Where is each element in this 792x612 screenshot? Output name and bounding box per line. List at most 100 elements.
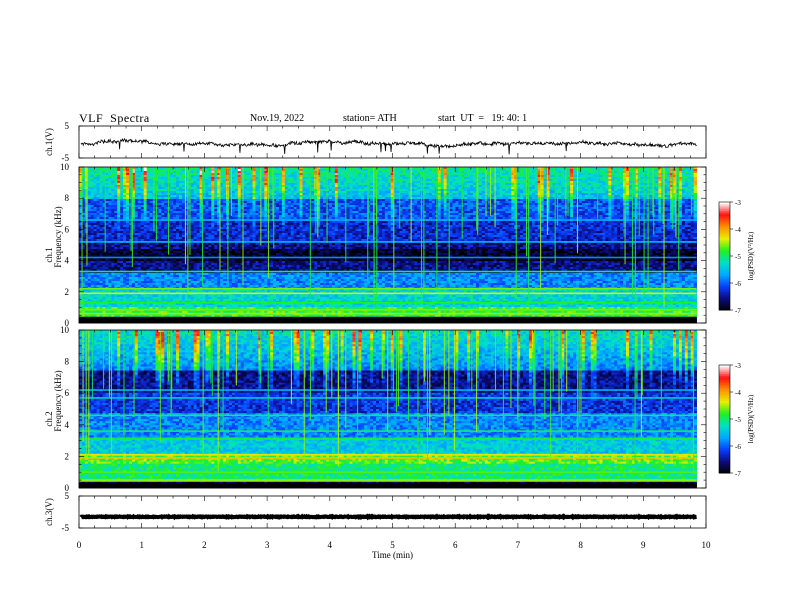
ch3-ytick-label: 5 — [65, 491, 70, 501]
spec2-ytick-label: 4 — [65, 420, 70, 430]
spec2-sferic — [503, 330, 504, 453]
spec1-sferic — [436, 167, 437, 289]
spec1-sferic — [648, 167, 649, 289]
x-tick-label: 6 — [453, 540, 458, 550]
spec2-sferic — [103, 330, 104, 389]
spec1-ytick-label: 2 — [65, 287, 70, 297]
spec2-sferic — [517, 330, 518, 419]
spec1-sferic — [477, 167, 478, 235]
spec1-sferic — [202, 167, 203, 286]
spec1-sferic — [490, 167, 491, 216]
spec2-sferic — [304, 330, 305, 462]
ch3-trace — [81, 516, 697, 517]
spec2-sferic — [566, 330, 567, 392]
spec2-sferic — [476, 330, 477, 432]
spec1-ytick-label: 10 — [60, 162, 70, 172]
spec2-colorbar-tick-label: -6 — [735, 443, 741, 451]
spec2-sferic — [417, 330, 418, 471]
spec2-sferic — [345, 330, 346, 429]
spec1-sferic — [678, 167, 679, 270]
spec2-sferic — [123, 330, 124, 443]
spec1-sferic — [528, 167, 529, 306]
spec1-sferic — [495, 167, 496, 227]
spec1-sferic — [345, 167, 346, 262]
x-tick-label: 5 — [390, 540, 395, 550]
spec2-sferic — [642, 330, 643, 395]
spec2-sferic — [160, 330, 161, 442]
spec1-emission-line — [79, 317, 697, 319]
spec2-sferic — [203, 330, 204, 464]
spec2-emission-line — [79, 457, 697, 459]
spec2-sferic — [636, 330, 637, 397]
spec2-sferic — [471, 330, 472, 391]
spec2-emission-line — [79, 479, 697, 481]
spec2-sferic — [448, 330, 449, 416]
spec2-ylabel: Frequency (kHz) — [53, 370, 63, 431]
spec1-sferic — [423, 167, 424, 295]
spec2-sferic — [331, 330, 332, 397]
spec1-sferic — [189, 167, 190, 255]
spec1-sferic — [272, 167, 273, 221]
spec1-sferic — [652, 167, 653, 216]
spec2-colorbar — [719, 365, 733, 474]
spec1-sferic — [187, 167, 188, 294]
spec1-emission-line — [79, 293, 697, 295]
spec1-sferic — [449, 167, 450, 283]
spec2-ytick-label: 8 — [65, 357, 70, 367]
spec1-sferic — [82, 167, 83, 306]
spec1-sferic — [105, 167, 106, 252]
spec2-emission-line — [79, 471, 697, 473]
spec2-sferic — [635, 330, 636, 464]
spec2-sferic — [579, 330, 580, 419]
spec2-sferic — [495, 330, 496, 390]
spec2-colorbar-tick-label: -3 — [735, 362, 741, 370]
ch3-ylabel: ch.3(V) — [44, 498, 54, 526]
spec2-sferic — [454, 330, 455, 451]
spec2-sferic — [393, 330, 394, 392]
spec2-sferic — [398, 330, 399, 406]
spec1-sferic — [664, 167, 665, 307]
spec2-sferic — [382, 330, 383, 378]
spec1-sferic — [168, 167, 169, 255]
spec1-emission-line — [79, 288, 697, 290]
spec1-sferic — [540, 167, 541, 289]
ch3-ytick-label: -5 — [62, 523, 70, 533]
spec2-sferic — [357, 330, 358, 435]
spec1-sferic — [317, 167, 318, 237]
spec1-sferic — [639, 167, 640, 236]
spec1-sferic — [565, 167, 566, 217]
spec2-sferic — [510, 330, 511, 408]
spec1-ylabel: Frequency (kHz) — [53, 206, 63, 267]
spec1-sferic — [597, 167, 598, 219]
spec1-sferic — [310, 167, 311, 297]
spec2-sferic — [427, 330, 428, 469]
spec1-emission-line — [79, 257, 697, 259]
spec2-sferic — [424, 330, 425, 381]
spec2-sferic — [553, 330, 554, 392]
spec2-ytick-label: 10 — [60, 325, 70, 335]
spec1-sferic — [242, 167, 243, 285]
spec2-sferic — [111, 330, 112, 458]
spec1-sferic — [485, 167, 486, 216]
spec1-sferic — [644, 167, 645, 297]
spec2-sferic — [212, 330, 213, 396]
spec2-sferic — [268, 330, 269, 427]
spec2-sferic — [168, 330, 169, 381]
x-tick-label: 3 — [265, 540, 270, 550]
spec2-colorbar-tick-label: -5 — [735, 416, 741, 424]
spec2-emission-line — [79, 438, 697, 440]
spec1-sferic — [411, 167, 412, 242]
spec1-emission-line — [79, 309, 697, 311]
spec1-sferic — [219, 167, 220, 270]
spec2-ytick-label: 2 — [65, 451, 70, 461]
spec2-sferic — [387, 330, 388, 431]
spec1-ytick-label: 6 — [65, 224, 70, 234]
spec1-sferic — [368, 167, 369, 237]
spec1-colorbar — [719, 202, 733, 311]
spec2-sferic — [223, 330, 224, 431]
spec1-sferic — [632, 167, 633, 296]
spec1-emission-line — [79, 271, 697, 273]
x-tick-label: 2 — [202, 540, 207, 550]
spec2-sferic — [310, 330, 311, 420]
